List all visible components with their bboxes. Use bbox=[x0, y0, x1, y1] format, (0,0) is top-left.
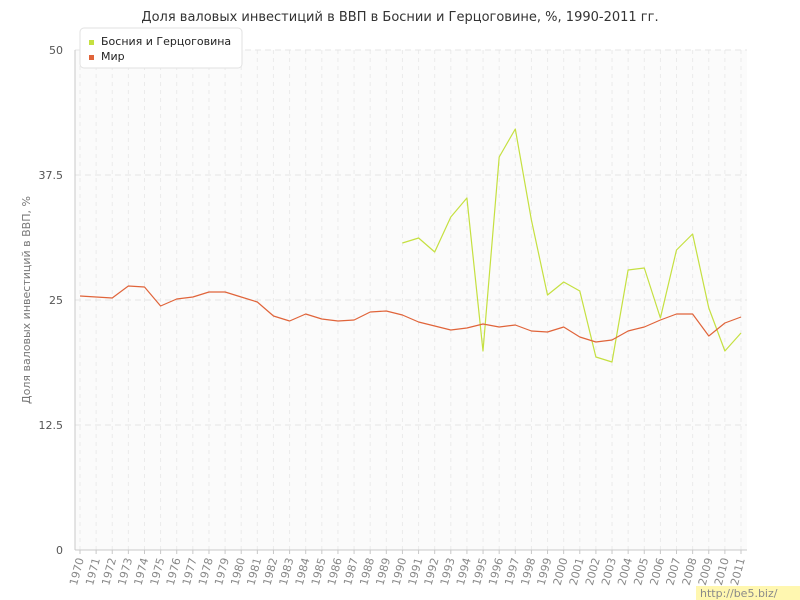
legend-box bbox=[79, 27, 243, 69]
y-axis-label: Доля валовых инвестиций в ВВП, % bbox=[20, 196, 33, 404]
watermark: http://be5.biz/ bbox=[696, 586, 800, 600]
y-tick-label: 12.5 bbox=[39, 419, 64, 432]
legend-swatch bbox=[89, 40, 94, 45]
y-tick-label: 37.5 bbox=[39, 169, 64, 182]
series-group bbox=[79, 128, 742, 363]
y-tick-label: 25 bbox=[49, 294, 63, 307]
y-tick-label: 50 bbox=[49, 44, 63, 57]
legend: Босния и Герцоговина Мир bbox=[79, 27, 243, 69]
legend-swatch bbox=[89, 55, 94, 60]
chart-title: Доля валовых инвестиций в ВВП в Боснии и… bbox=[141, 10, 658, 25]
series-line-1 bbox=[79, 285, 742, 343]
axes: 012.52537.550197019711972197319741975197… bbox=[39, 44, 748, 587]
y-tick-label: 0 bbox=[56, 544, 63, 557]
series-line-0 bbox=[402, 128, 742, 363]
legend-label: Мир bbox=[101, 50, 125, 63]
watermark-background bbox=[696, 586, 800, 600]
grid bbox=[75, 49, 747, 551]
watermark-text[interactable]: http://be5.biz/ bbox=[700, 587, 778, 600]
legend-label: Босния и Герцоговина bbox=[101, 35, 231, 48]
